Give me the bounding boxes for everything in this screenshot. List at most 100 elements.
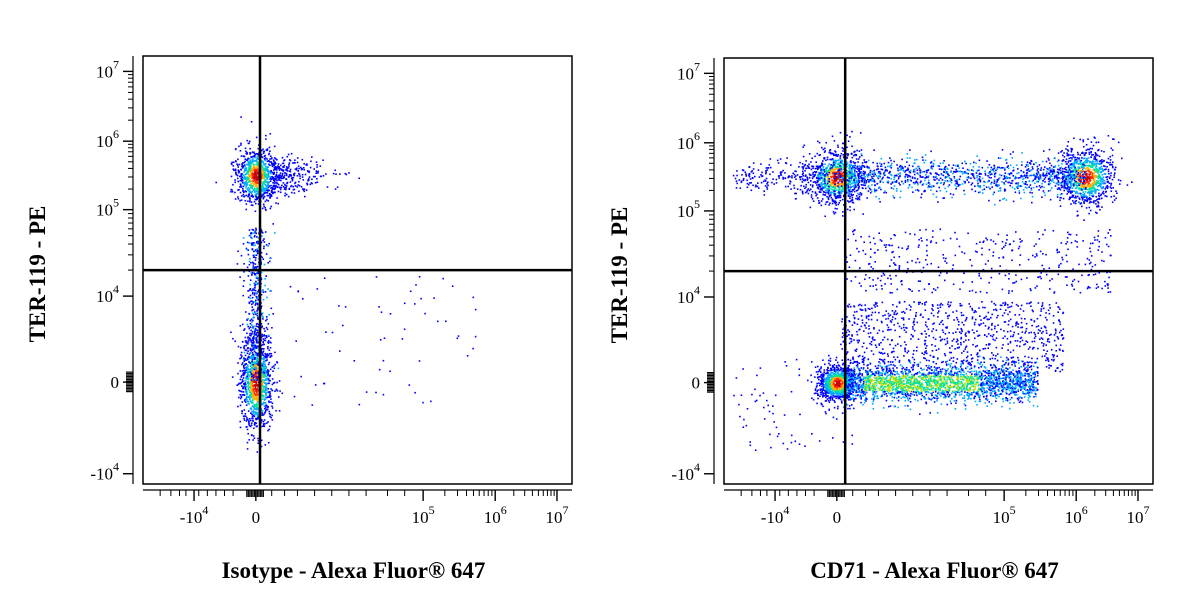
event-dot-cd71-pos-ter119-pos xyxy=(1075,173,1078,176)
event-dot-ter119-neg xyxy=(261,373,264,375)
event-dot-ter119-neg xyxy=(255,369,257,371)
event-dot-cd71-pos-ter119-pos xyxy=(1091,184,1094,187)
event-dot-cd71-pos-ter119-pos xyxy=(1081,162,1083,165)
event-dot-cd71-neg-ter119-pos xyxy=(831,202,834,205)
event-dot-ter119-pos xyxy=(250,182,253,185)
event-dot-ter119-pos xyxy=(284,184,287,187)
event-dot-ter119-band xyxy=(877,175,880,177)
event-dot-ter119-neg xyxy=(261,384,263,386)
event-dot-ter119-neg xyxy=(244,385,247,387)
event-dot-cd71-pos-ter119-pos xyxy=(1088,173,1091,176)
event-dot-ter119-neg xyxy=(256,334,258,337)
event-dot-ter119-neg xyxy=(263,247,265,250)
event-dot-ter119-pos xyxy=(257,181,260,184)
event-dot-ter119-band xyxy=(1067,174,1069,177)
event-dot-ter119-band xyxy=(993,170,995,173)
event-dot-ter119-neg xyxy=(255,412,258,415)
event-dot-ter119-neg xyxy=(265,408,267,410)
event-dot-ter119-pos xyxy=(247,167,250,169)
y-axis-title: TER-119 - PE xyxy=(25,206,50,343)
event-dot-cd71-neg-ter119-pos xyxy=(798,166,800,168)
event-dot-cd71-pos-ter119-pos xyxy=(1106,161,1108,164)
event-dot-cd71-neg-ter119-pos xyxy=(832,171,835,173)
event-dot-ter119-band xyxy=(933,185,935,187)
event-dot-ter119-neg xyxy=(246,392,248,395)
event-dot-cd71-pos-ter119-pos xyxy=(1075,187,1078,190)
event-dot-ter119-pos xyxy=(244,158,247,160)
event-dot-cd71-pos-ter119-pos xyxy=(1102,181,1105,184)
event-dot-ter119-pos xyxy=(241,179,244,182)
event-dot-cd71-neg-ter119-pos xyxy=(826,201,829,203)
event-dot-cd71-neg-ter119-pos xyxy=(835,204,837,206)
event-dot-cd71-neg-ter119-pos xyxy=(833,194,836,197)
event-dot-sparse xyxy=(451,285,454,287)
event-dot-ter119-pos xyxy=(249,158,251,160)
event-dot-cd71-pos-ter119-pos xyxy=(1099,167,1102,169)
event-dot-ter119-pos xyxy=(281,175,283,177)
event-dot-ter119-neg xyxy=(249,235,252,237)
event-dot-ter119-neg xyxy=(245,344,248,347)
event-dot-ter119-pos xyxy=(237,172,240,174)
event-dot-sparse xyxy=(289,285,292,288)
event-dot-ter119-pos xyxy=(234,179,236,181)
event-dot-cd71-pos-ter119-pos xyxy=(1064,171,1067,173)
event-dot-ter119-pos xyxy=(275,185,277,188)
event-dot-ter119-pos xyxy=(233,169,235,172)
event-dot-ter119-neg xyxy=(247,372,249,375)
event-dot-cd71-neg-ter119-pos xyxy=(846,134,848,137)
event-dot-cd71-neg-ter119-pos xyxy=(838,188,841,191)
event-dot-ter119-pos xyxy=(265,209,267,211)
event-dot-ter119-pos xyxy=(288,162,291,164)
event-dot-cd71-neg-ter119-pos xyxy=(821,189,823,191)
event-dot-ter119-pos xyxy=(246,176,248,178)
event-dot-ter119-neg xyxy=(277,367,280,370)
event-dot-ter119-pos xyxy=(255,197,258,200)
event-dot-cd71-neg-ter119-pos xyxy=(825,141,827,144)
event-dot-cd71-neg-ter119-pos xyxy=(841,190,844,193)
event-dot-ter119-pos xyxy=(263,180,265,183)
event-dot-ter119-pos xyxy=(262,175,264,178)
event-dot-cd71-neg-ter119-pos xyxy=(816,197,819,199)
event-dot-cd71-pos-ter119-pos xyxy=(1061,193,1063,195)
event-dot-ter119-neg xyxy=(254,366,256,369)
event-dot-cd71-neg-ter119-pos xyxy=(806,176,808,178)
event-dot-cd71-neg-ter119-pos xyxy=(830,181,832,183)
event-dot-ter119-pos xyxy=(251,159,254,162)
event-dot-ter119-band xyxy=(1056,193,1059,196)
event-dot-cd71-neg-ter119-pos xyxy=(853,184,855,187)
event-dot-ter119-neg xyxy=(237,372,239,375)
event-dot-ter119-neg xyxy=(261,312,264,315)
event-dot-cd71-pos-ter119-pos xyxy=(1068,186,1071,188)
event-dot-ter119-neg xyxy=(254,292,256,294)
event-dot-cd71-pos-ter119-pos xyxy=(1103,160,1105,162)
event-dot-cd71-neg-ter119-pos xyxy=(839,155,842,157)
event-dot-ter119-pos xyxy=(240,155,243,157)
event-dot-sparse xyxy=(401,338,404,340)
event-dots xyxy=(732,130,1133,451)
event-dot-ter119-band xyxy=(1031,166,1034,168)
event-dot-ter119-neg xyxy=(268,394,271,397)
event-dot-sparse xyxy=(389,370,391,373)
event-dot-cd71-neg-ter119-pos xyxy=(835,196,838,198)
event-dot-cd71-pos-ter119-pos xyxy=(1062,185,1064,187)
event-dot-cd71-pos-ter119-pos xyxy=(1093,171,1096,174)
event-dot-ter119-neg xyxy=(252,439,254,441)
event-dot-cd71-neg-ter119-pos xyxy=(846,165,848,168)
event-dot-cd71-neg-ter119-pos xyxy=(843,194,845,197)
event-dot-ter119-pos xyxy=(308,176,311,178)
event-dot-ter119-neg xyxy=(244,379,247,382)
event-dot-cd71-neg-ter119-pos xyxy=(804,191,807,194)
event-dot-ter119-pos xyxy=(311,156,313,158)
event-dot-ter119-pos xyxy=(266,148,269,150)
event-dot-sparse xyxy=(323,382,326,385)
event-dot-ter119-band xyxy=(981,166,984,169)
event-dot-ter119-neg xyxy=(256,322,258,325)
event-dot-ter119-pos xyxy=(260,178,263,180)
event-dot-ter119-neg xyxy=(256,314,259,317)
event-dot-cd71-pos-ter119-pos xyxy=(1093,168,1096,171)
event-dot-cd71-neg-ter119-pos xyxy=(838,186,841,189)
event-dot-cd71-neg-ter119-pos xyxy=(834,175,837,177)
event-dot-ter119-pos xyxy=(268,152,271,155)
event-dot-ter119-neg xyxy=(253,357,256,359)
event-dot-sparse xyxy=(311,404,314,406)
